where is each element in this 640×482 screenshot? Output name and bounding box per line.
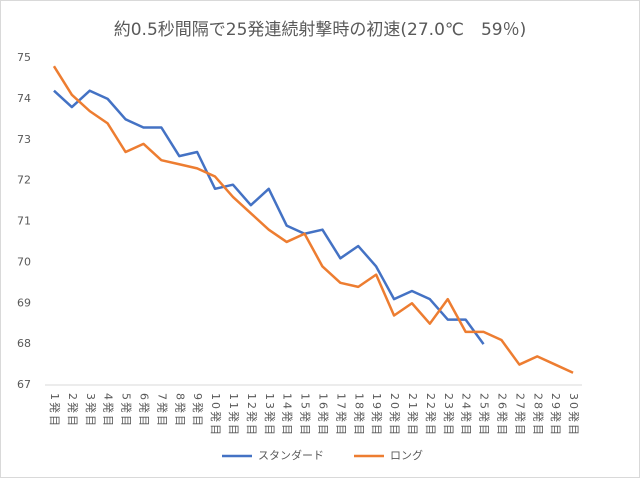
x-tick-label: 10発目	[209, 393, 223, 437]
x-tick-label: 17発目	[334, 393, 348, 437]
x-tick-label: 26発目	[495, 393, 509, 437]
x-tick-label: 28発目	[531, 393, 545, 437]
x-tick-label: 18発目	[352, 393, 366, 437]
legend-label: スタンダード	[258, 448, 324, 462]
x-tick-label: 3発目	[84, 393, 98, 428]
x-tick-label: 25発目	[478, 393, 492, 437]
legend-label: ロング	[390, 448, 423, 462]
x-tick-label: 16発目	[316, 393, 330, 437]
x-tick-label: 30発目	[567, 393, 581, 437]
series-line	[52, 65, 574, 374]
x-tick-label: 21発目	[406, 393, 420, 437]
chart-title: 約0.5秒間隔で25発連続射撃時の初速(27.0℃ 59％)	[114, 20, 527, 40]
x-tick-label: 23発目	[442, 393, 456, 437]
x-tick-label: 14発目	[281, 393, 295, 437]
y-tick-label: 67	[17, 378, 31, 391]
x-tick-label: 24発目	[460, 393, 474, 437]
x-tick-label: 5発目	[120, 393, 134, 428]
series-line	[53, 89, 485, 345]
x-tick-label: 9発目	[191, 393, 205, 428]
x-tick-label: 8発目	[173, 393, 187, 428]
x-tick-label: 29発目	[549, 393, 563, 437]
y-tick-label: 69	[17, 296, 31, 309]
x-tick-label: 19発目	[370, 393, 384, 437]
x-tick-label: 2発目	[66, 393, 80, 428]
y-tick-label: 74	[17, 92, 31, 105]
y-tick-label: 71	[17, 215, 31, 228]
y-tick-label: 70	[17, 255, 31, 268]
x-tick-label: 20発目	[388, 393, 402, 437]
x-tick-label: 22発目	[424, 393, 438, 437]
y-tick-label: 75	[17, 51, 31, 64]
x-tick-label: 6発目	[137, 393, 151, 428]
x-tick-label: 4発目	[102, 393, 116, 428]
x-tick-label: 1発目	[48, 393, 62, 428]
x-tick-label: 27発目	[513, 393, 527, 437]
y-tick-label: 73	[17, 133, 31, 146]
x-tick-label: 15発目	[299, 393, 313, 437]
x-tick-label: 11発目	[227, 393, 241, 437]
y-tick-label: 68	[17, 337, 31, 350]
x-tick-label: 12発目	[245, 393, 259, 437]
y-tick-label: 72	[17, 174, 31, 187]
x-tick-label: 7発目	[155, 393, 169, 428]
x-tick-label: 13発目	[263, 393, 277, 437]
